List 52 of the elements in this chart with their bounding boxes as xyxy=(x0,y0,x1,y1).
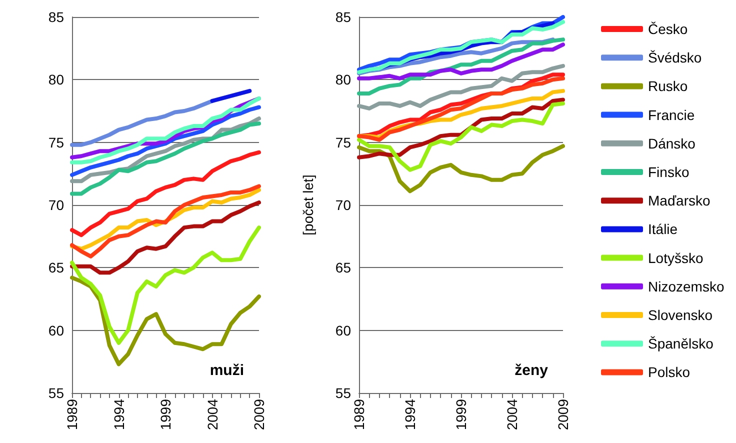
x-tick-label: 1989 xyxy=(64,398,80,430)
legend-label: Itálie xyxy=(648,221,678,238)
line-series xyxy=(357,101,565,172)
y-tick-label: 85 xyxy=(48,9,64,25)
y-tick-label: 75 xyxy=(335,134,352,150)
legend-label: Polsko xyxy=(648,364,690,380)
y-tick-label: 70 xyxy=(48,197,64,213)
x-tick-label: 1989 xyxy=(351,398,367,430)
y-tick-label: 60 xyxy=(335,322,352,338)
y-tick-label: 80 xyxy=(48,72,64,88)
y-tick-label: 55 xyxy=(48,385,64,401)
line-series xyxy=(357,98,565,160)
y-tick-label: 55 xyxy=(335,385,352,401)
y-tick-label: 70 xyxy=(335,197,352,213)
y-tick-label: 65 xyxy=(335,260,352,276)
x-tick-label: 1999 xyxy=(158,398,174,430)
line-series xyxy=(70,98,214,147)
y-axis-title: [počet let] xyxy=(300,174,316,236)
legend-label: Dánsko xyxy=(648,135,696,152)
line-series xyxy=(70,122,261,196)
legend-label: Slovensko xyxy=(648,307,713,323)
legend-label: Švédsko xyxy=(648,50,702,66)
legend-label: Maďarsko xyxy=(648,192,711,209)
y-tick-label: 75 xyxy=(48,134,64,150)
y-tick-label: 65 xyxy=(48,260,64,276)
line-series xyxy=(70,150,261,238)
y-tick-label: 85 xyxy=(335,9,352,25)
line-series xyxy=(357,42,565,80)
line-series xyxy=(357,144,565,194)
x-tick-label: 2009 xyxy=(251,398,267,430)
x-tick-label: 1994 xyxy=(110,398,127,430)
line-series xyxy=(210,88,252,103)
y-tick-label: 80 xyxy=(335,72,352,88)
legend-label: Lotyšsko xyxy=(648,250,704,266)
legend-label: Nizozemsko xyxy=(648,278,724,294)
legend-label: Finsko xyxy=(648,164,690,180)
legend-label: Rusko xyxy=(648,78,688,94)
line-series xyxy=(357,64,565,110)
text: muži xyxy=(210,362,244,379)
x-tick-label: 2004 xyxy=(204,398,220,430)
line-series xyxy=(70,105,261,177)
x-tick-label: 2009 xyxy=(555,398,571,430)
legend-label: Česko xyxy=(648,21,688,37)
line-series xyxy=(70,200,261,275)
x-tick-label: 2004 xyxy=(504,398,520,430)
line-series xyxy=(70,226,261,345)
legend-label: Francie xyxy=(648,106,695,123)
y-tick-label: 60 xyxy=(48,322,64,338)
legend-label: Španělsko xyxy=(648,336,714,352)
x-tick-label: 1999 xyxy=(453,398,469,430)
text: ženy xyxy=(514,362,549,379)
x-tick-label: 1994 xyxy=(402,398,418,430)
